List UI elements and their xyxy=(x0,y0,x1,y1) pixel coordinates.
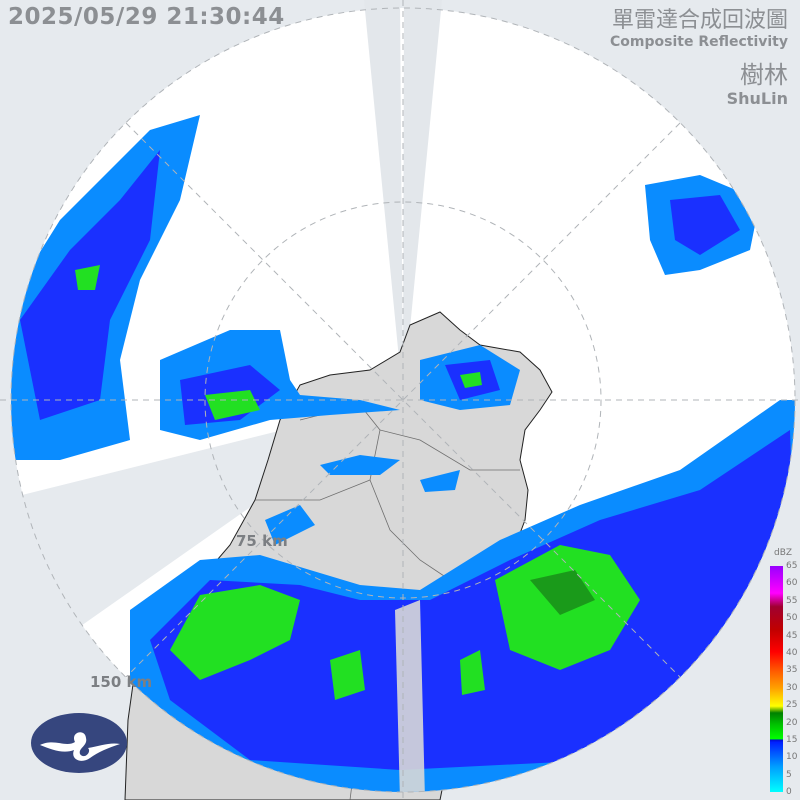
legend-tick: 20 xyxy=(786,717,798,728)
legend-tick: 55 xyxy=(786,595,798,606)
legend-tick: 45 xyxy=(786,630,798,641)
range-label-150: 150 km xyxy=(90,673,153,691)
blocked-sector-west xyxy=(0,400,403,700)
legend-tick: 65 xyxy=(786,561,798,571)
legend-tick: 30 xyxy=(786,682,798,693)
title-en: Composite Reflectivity xyxy=(610,34,788,50)
legend-colorbar xyxy=(770,566,783,792)
legend-tick: 0 xyxy=(786,787,792,798)
title-zh: 單雷達合成回波圖 xyxy=(611,8,788,33)
blocked-sector-north xyxy=(364,0,442,400)
legend-tick: 60 xyxy=(786,578,798,589)
radar-echoes xyxy=(11,115,795,792)
dbz-legend: dBZ 65 60 55 50 45 40 35 30 25 20 15 10 5 0 xyxy=(766,548,800,798)
range-label-75: 75 km xyxy=(236,532,288,550)
legend-tick: 25 xyxy=(786,700,798,711)
legend-tick: 10 xyxy=(786,752,798,763)
timestamp: 2025/05/29 21:30:44 xyxy=(8,4,285,30)
station-en: ShuLin xyxy=(726,89,788,108)
station-zh: 樹林 xyxy=(740,61,788,89)
legend-tick: 40 xyxy=(786,648,798,658)
cwa-logo xyxy=(31,713,127,773)
legend-tick: 5 xyxy=(786,769,792,780)
legend-tick: 15 xyxy=(786,735,798,745)
legend-unit: dBZ xyxy=(774,548,793,558)
legend-tick: 50 xyxy=(786,613,798,624)
title-block: 單雷達合成回波圖 Composite Reflectivity 樹林 ShuLi… xyxy=(610,8,788,108)
legend-tick: 35 xyxy=(786,665,798,676)
